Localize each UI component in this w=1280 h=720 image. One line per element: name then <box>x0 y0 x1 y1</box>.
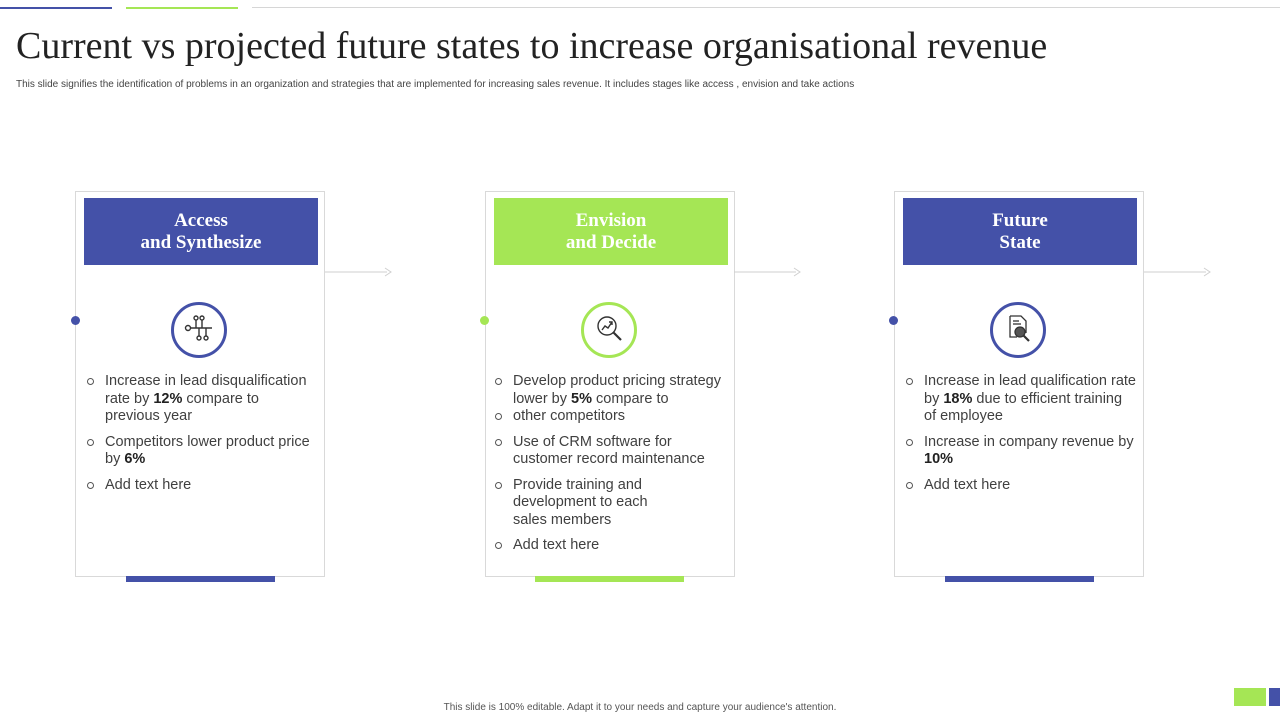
slide-title: Current vs projected future states to in… <box>16 25 1048 67</box>
corner-accent-green <box>1234 688 1266 706</box>
list-item: Use of CRM software for customer record … <box>495 434 725 469</box>
timeline-dot <box>480 316 489 325</box>
stage-bullets-envision: Develop product pricing strategy lower b… <box>495 373 725 563</box>
slide-subtitle: This slide signifies the identification … <box>16 79 855 90</box>
flow-arrow <box>325 266 393 278</box>
network-nodes-icon <box>184 313 214 348</box>
stage-bullets-access: Increase in lead disqualification rate b… <box>87 373 317 502</box>
stage-card-access: Access and Synthesize <box>75 191 325 577</box>
list-item: Increase in lead disqualification rate b… <box>87 373 317 426</box>
stage-header-access: Access and Synthesize <box>84 198 318 265</box>
list-item: Provide training and development to each… <box>495 477 725 530</box>
corner-accent-blue <box>1269 688 1280 706</box>
stage-card-envision: Envision and Decide <box>485 191 735 577</box>
list-item: Increase in company revenue by 10% <box>906 434 1136 469</box>
list-item: other competitors <box>495 408 725 426</box>
flow-arrow <box>1144 266 1212 278</box>
icon-circle <box>581 302 637 358</box>
icon-circle <box>171 302 227 358</box>
growth-magnifier-icon <box>594 313 624 348</box>
stage-bullets-future: Increase in lead qualification rate by 1… <box>906 373 1136 502</box>
card-bottom-accent <box>126 576 275 582</box>
document-search-icon <box>1003 313 1033 348</box>
timeline-dot <box>71 316 80 325</box>
stage-header-envision: Envision and Decide <box>494 198 728 265</box>
list-item: Add text here <box>87 477 317 495</box>
list-item: Develop product pricing strategy lower b… <box>495 373 725 408</box>
top-accent-blue <box>0 7 112 9</box>
top-accent-green <box>126 7 238 9</box>
card-bottom-accent <box>535 576 684 582</box>
timeline-dot <box>889 316 898 325</box>
icon-circle <box>990 302 1046 358</box>
slide-footer: This slide is 100% editable. Adapt it to… <box>443 702 837 713</box>
list-item: Competitors lower product price by 6% <box>87 434 317 469</box>
flow-arrow <box>734 266 802 278</box>
list-item: Add text here <box>906 477 1136 495</box>
list-item: Add text here <box>495 537 725 555</box>
list-item: Increase in lead qualification rate by 1… <box>906 373 1136 426</box>
stage-title: Envision and Decide <box>565 209 657 253</box>
stage-card-future: Future State <box>894 191 1144 577</box>
card-bottom-accent <box>945 576 1094 582</box>
top-accent-line <box>252 7 1280 8</box>
stage-title: Access and Synthesize <box>140 209 262 253</box>
stage-header-future: Future State <box>903 198 1137 265</box>
stage-title: Future State <box>992 209 1048 253</box>
